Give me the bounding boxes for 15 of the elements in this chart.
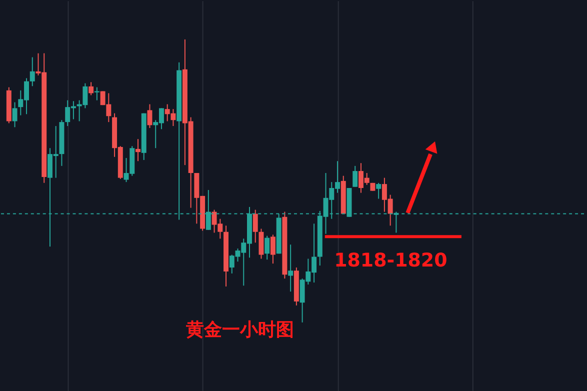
- candlestick: [258, 228, 264, 260]
- text: 黄金一小时图: [185, 320, 294, 341]
- candlestick: [88, 82, 94, 96]
- candlestick: [352, 165, 358, 188]
- candlestick: [252, 209, 258, 244]
- candlestick: [136, 138, 140, 162]
- candlestick: [147, 104, 152, 129]
- candlestick: [94, 86, 100, 101]
- candlestick: [288, 244, 294, 292]
- candlestick: [270, 234, 276, 264]
- candlestick: [264, 235, 270, 260]
- candlestick: [12, 102, 18, 128]
- candlestick: [376, 182, 382, 200]
- candlestick: [30, 56, 35, 87]
- annotation: 1818-1820: [334, 250, 448, 272]
